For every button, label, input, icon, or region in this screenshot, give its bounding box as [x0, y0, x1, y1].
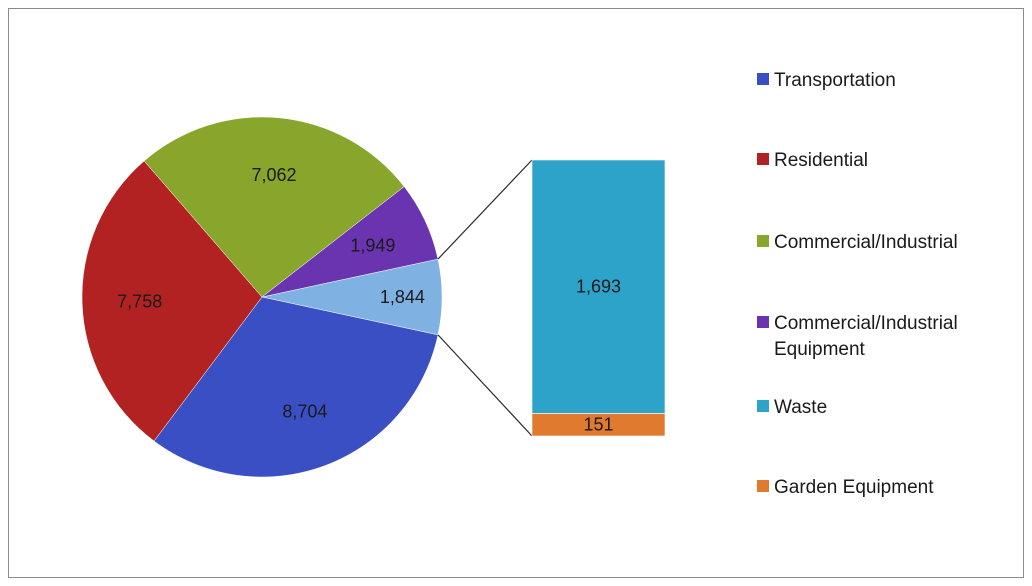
pie-label-residential: 7,758 — [117, 291, 162, 311]
connector-lines — [437, 159, 533, 437]
legend-label: Equipment — [774, 339, 866, 360]
legend-swatch — [757, 235, 769, 247]
pie-slice-commercial-industrial — [143, 116, 405, 298]
legend-entry-commercial-industrial-equipment: Commercial/Industrial Equipment — [757, 313, 958, 360]
bar-segment-waste — [531, 159, 666, 414]
legend-swatch — [757, 400, 769, 412]
legend-label: Residential — [774, 150, 868, 171]
legend-label: Commercial/Industrial — [774, 232, 958, 253]
pie-slice-transportation — [153, 296, 439, 478]
pie-label-commercial-industrial-equipment: 1,949 — [350, 235, 395, 255]
breakdown-bar: 151 1,693 — [531, 159, 666, 437]
bar-label-garden-equipment: 151 — [583, 415, 613, 435]
connector-line-bottom — [437, 334, 533, 437]
legend-swatch — [757, 73, 769, 85]
pie: 1,844 8,704 7,758 7,062 1,949 — [81, 116, 443, 478]
legend-swatch — [757, 153, 769, 165]
legend-swatch — [757, 316, 769, 328]
legend-label: Commercial/Industrial — [774, 313, 958, 334]
pie-label-commercial-industrial: 7,062 — [251, 165, 296, 185]
connector-line-top — [437, 159, 533, 260]
legend-entry-residential: Residential — [757, 150, 868, 171]
legend-label: Garden Equipment — [774, 477, 934, 498]
legend-entry-garden-equipment: Garden Equipment — [757, 477, 934, 498]
pie-slice-residential — [81, 160, 263, 442]
legend: Transportation Residential Commercial/Indu… — [757, 70, 958, 498]
legend-entry-commercial-industrial: Commercial/Industrial — [757, 232, 958, 253]
bar-label-waste: 1,693 — [576, 277, 621, 297]
legend-label: Transportation — [774, 70, 896, 91]
pie-label-other: 1,844 — [380, 287, 425, 307]
legend-entry-transportation: Transportation — [757, 70, 896, 91]
legend-label: Waste — [774, 397, 827, 418]
pie-label-transportation: 8,704 — [282, 402, 327, 422]
legend-swatch — [757, 480, 769, 492]
legend-entry-waste: Waste — [757, 397, 827, 418]
